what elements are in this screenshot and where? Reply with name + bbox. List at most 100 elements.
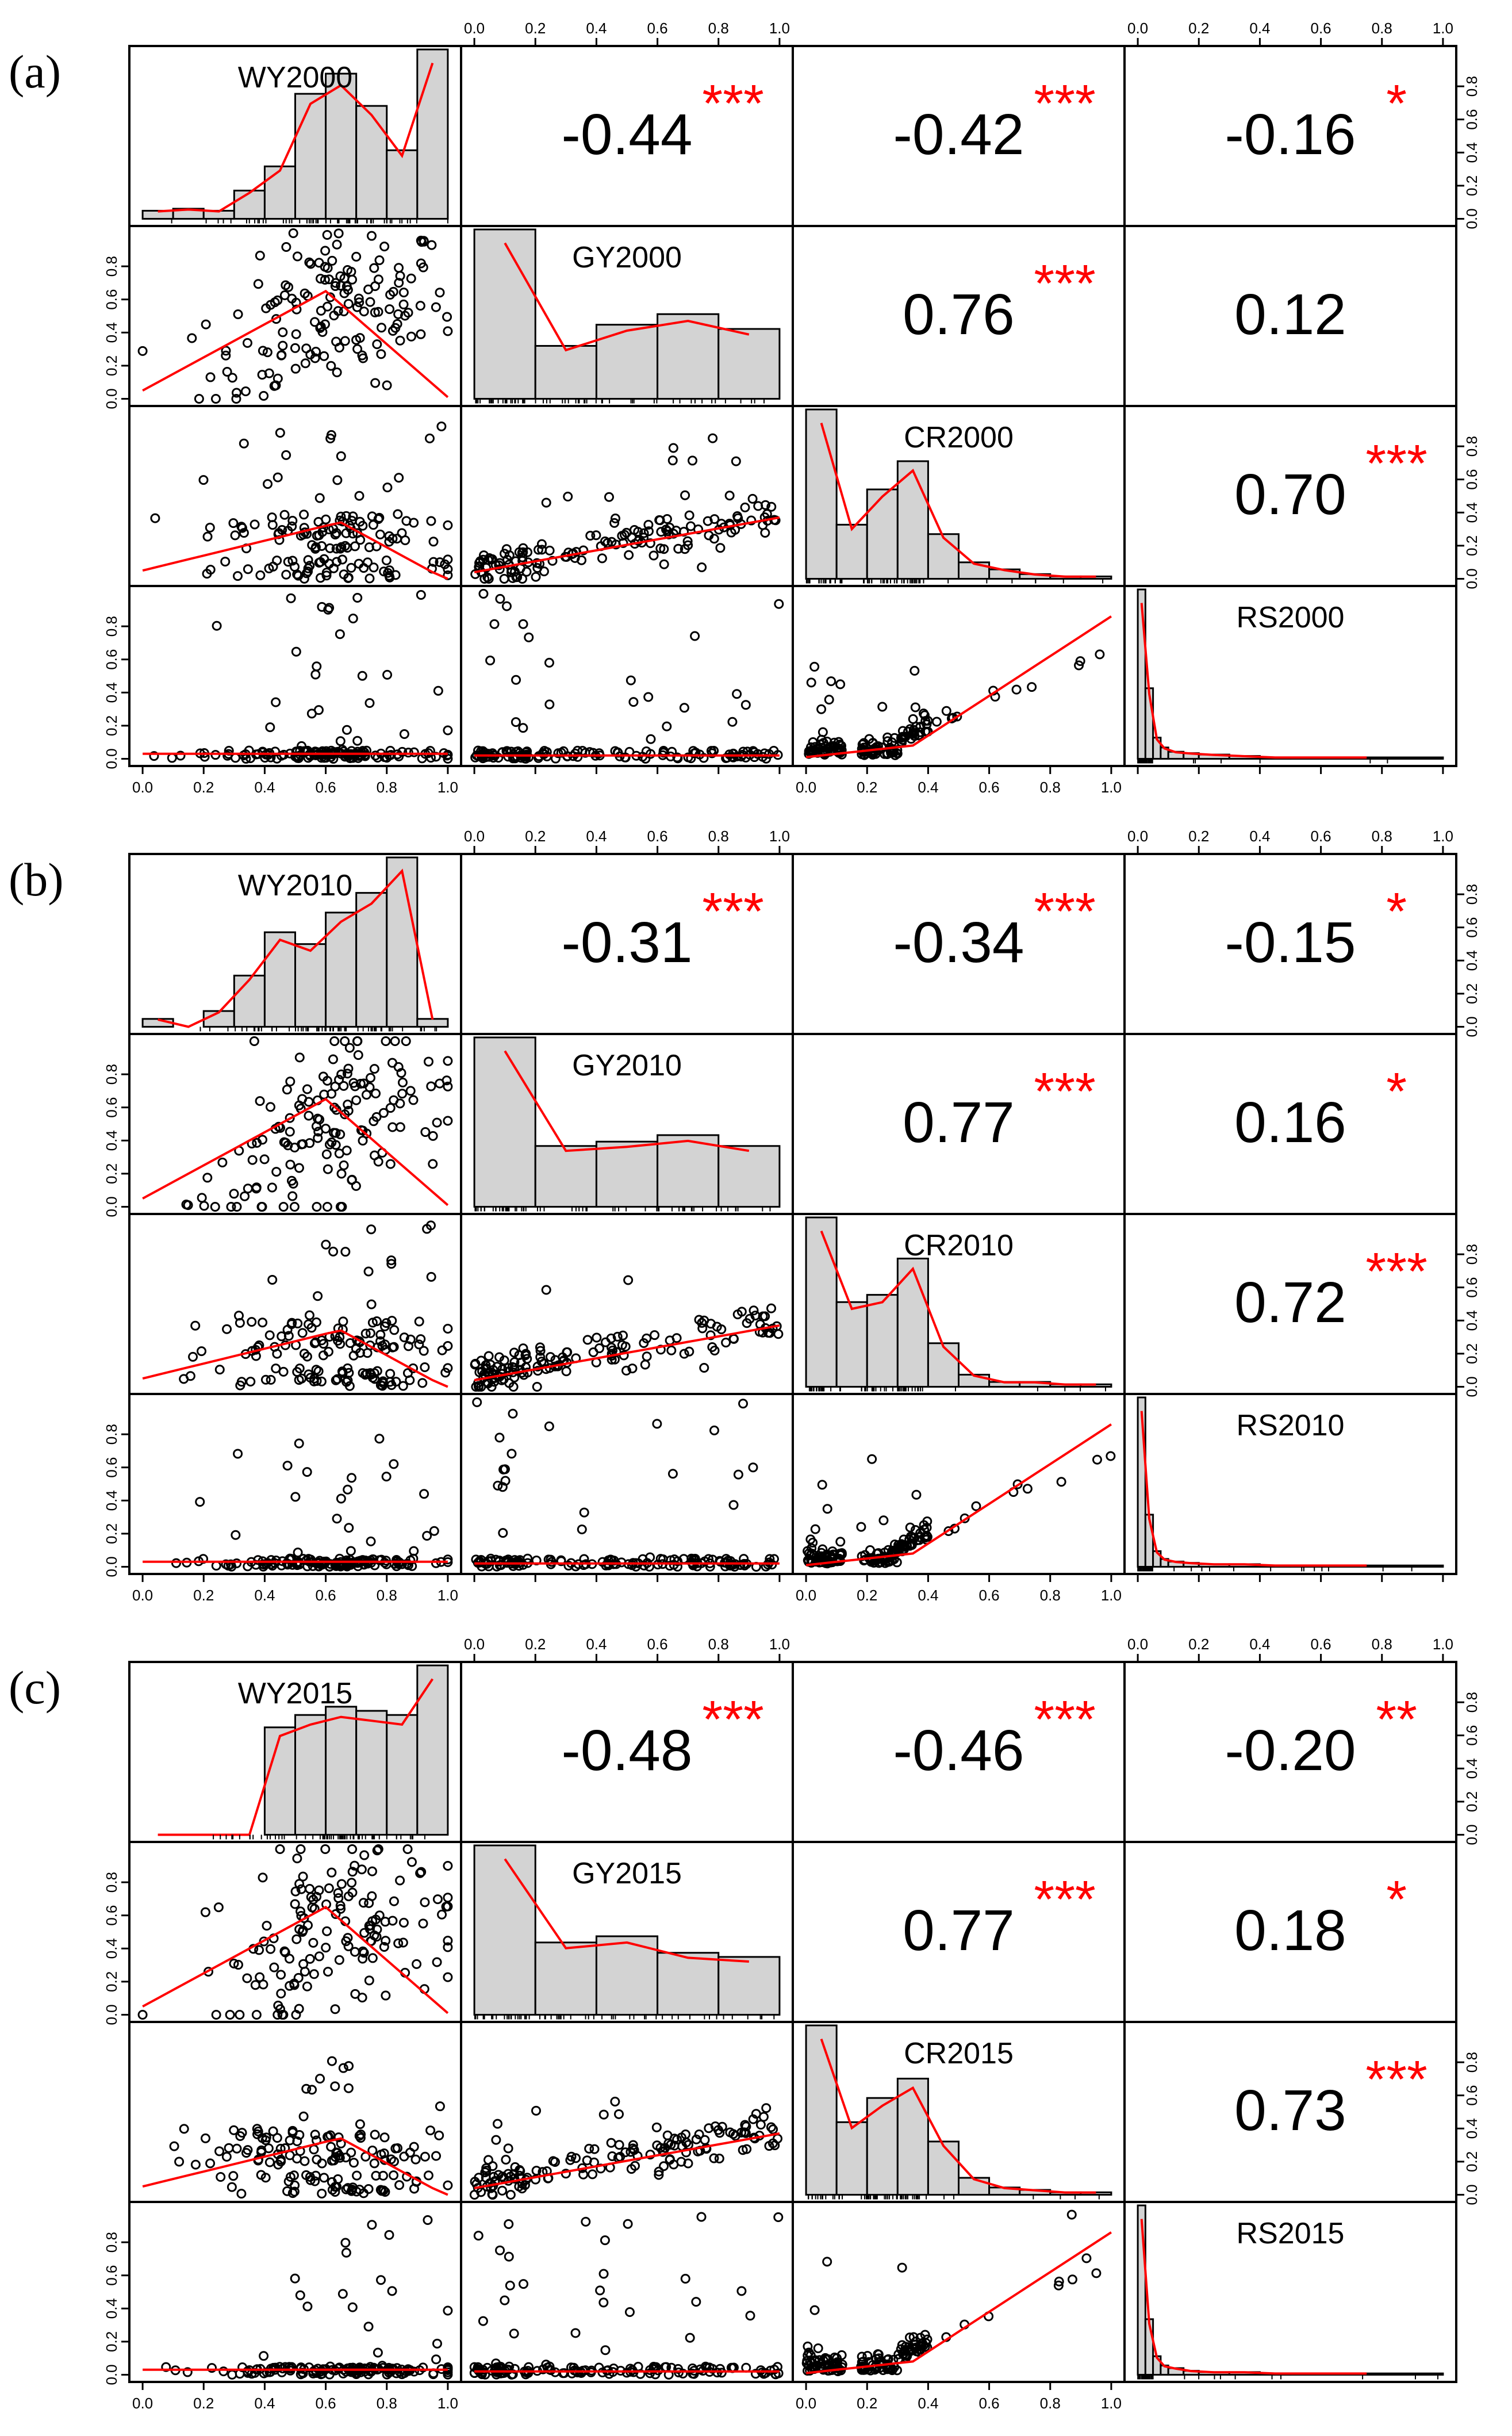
scatter-point [517,552,528,562]
scatter-point [397,746,408,757]
scatter-point [639,1560,649,1571]
scatter-point [443,725,453,736]
scatter-point [733,1469,743,1480]
cell-border [128,1841,462,2023]
scatter-point [591,530,601,541]
scatter-point [773,2212,784,2222]
scatter-point [370,750,381,761]
scatter-point [346,562,356,573]
scatter-point [275,1844,285,1855]
scatter-point [856,1522,866,1532]
scatter-point [332,1374,343,1384]
scatter-point [290,2180,300,2190]
scatter-point [289,1201,300,1212]
scatter-point [680,490,690,500]
scatter-point [633,527,643,537]
significance-stars: *** [1365,434,1427,493]
scatter-point [297,1139,307,1150]
correlation-value: -0.15 [1225,910,1356,975]
cell-r3-c3: RS2010 [1123,1393,1457,1582]
scatter-point [313,1113,323,1124]
scatter-point [1095,649,1105,660]
scatter-point [374,1434,385,1444]
scatter-point [229,2125,239,2135]
scatter-point [260,1374,271,1385]
scatter-point [375,529,385,539]
scatter-point [643,519,654,530]
scatter-point [766,2122,776,2132]
scatter-point [251,1351,261,1361]
scatter-point [611,1347,621,1357]
scatter-point [341,528,351,538]
scatter-point [504,1366,514,1377]
scatter-point [222,367,232,377]
scatter-point [240,1191,250,1201]
scatter-point [306,1323,317,1333]
histogram-bar [325,72,358,220]
y-tick-label: 0.2 [1463,1791,1480,1812]
scatter-point [672,2134,682,2144]
scatter-point [697,562,707,572]
scatter-point [336,1169,347,1179]
scatter-point [684,1346,694,1357]
scatter-point [291,1558,302,1569]
scatter-point [541,1285,551,1295]
scatter-point [739,2127,750,2138]
scatter-point [604,492,614,502]
scatter-point [292,1367,302,1377]
scatter-point [369,1064,379,1074]
scatter-point [224,2143,234,2153]
scatter-point [255,570,266,580]
scatter-point [268,2126,278,2136]
scatter-point [559,2368,569,2378]
scatter-point [536,539,547,549]
scatter-point [470,2177,480,2187]
scatter-point [405,1375,415,1385]
scatter-point [367,1317,378,1328]
scatter-point [761,2103,772,2113]
y-tick-label: 0.8 [103,616,120,637]
scatter-point [715,543,726,553]
scatter-point [372,339,382,350]
scatter-point [282,1085,292,1095]
scatter-point [314,493,325,503]
scatter-point [264,1330,275,1340]
histogram-bar [866,1294,899,1388]
scatter-point [312,1891,322,1902]
scatter-point [226,1201,236,1212]
scatter-point [736,2286,747,2296]
y-tick-label: 0.2 [1463,535,1480,556]
cell-r2-c2: CR2000 [792,405,1126,587]
y-tick-label: 0.6 [1463,109,1480,130]
scatter-point [235,1380,245,1391]
scatter-point [495,2245,505,2255]
histogram-bar [141,209,174,220]
scatter-point [340,1036,350,1047]
scatter-point [386,1259,397,1269]
x-tick-label: 0.0 [1127,20,1148,37]
x-tick-label: 0.0 [464,20,485,37]
y-tick-label: 0.2 [103,715,120,736]
scatter-point [538,748,548,758]
scatter-point [371,1088,381,1098]
scatter-point [646,749,656,759]
scatter-point [333,1888,343,1898]
scatter-point [518,1343,528,1354]
scatter-point [275,2004,285,2014]
scatter-point [443,326,453,336]
scatter-point [920,1533,931,1543]
scatter-point [883,1557,893,1567]
scatter-point [582,1335,593,1345]
scatter-point [275,428,285,438]
cell-border [792,1393,1126,1575]
scatter-point [436,422,447,432]
correlation-value: -0.44 [562,102,693,167]
x-tick-label: 0.2 [1188,20,1209,37]
histogram-bar [927,1342,960,1388]
significance-stars: *** [1034,254,1095,313]
x-tick-label: 0.8 [1040,2395,1061,2412]
scatter-point [418,1918,428,1929]
scatter-point [225,2009,235,2020]
cell-r3-c2: 0.0 0.2 0.4 0.6 0.8 1.0 [792,1393,1126,1604]
scatter-point [343,1933,353,1943]
